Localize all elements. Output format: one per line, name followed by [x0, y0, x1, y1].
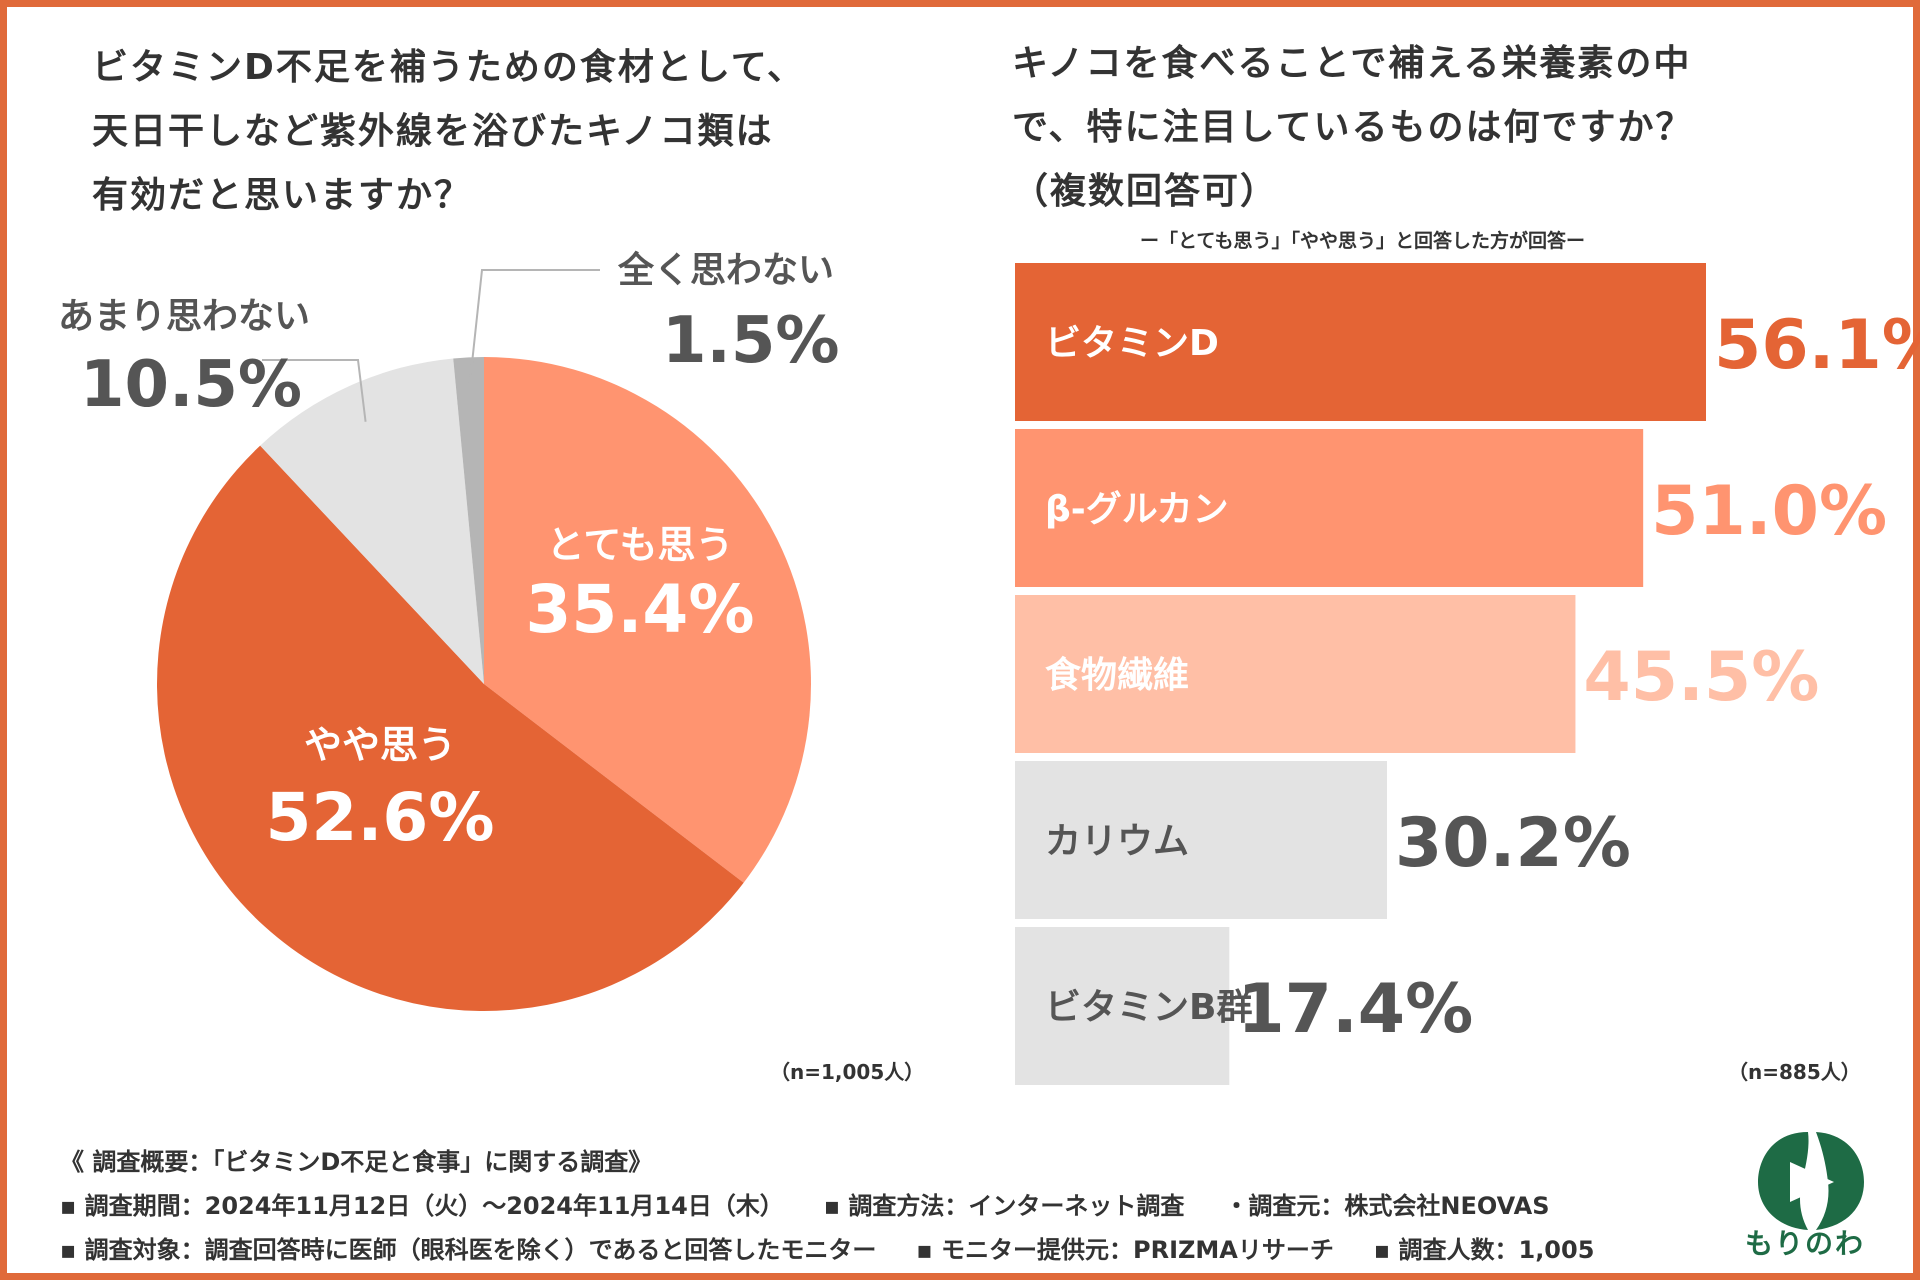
- bar-vitamin-b: [1015, 927, 1230, 1085]
- survey-source: ・調査元：株式会社NEOVAS: [1224, 1192, 1550, 1220]
- bar-chart-title: キノコを食べることで補える栄養素の中 で、特に注目しているものは何ですか？ （複…: [1012, 32, 1693, 224]
- survey-count: ▪ 調査人数：1,005: [1373, 1236, 1595, 1264]
- pie-title-line-2: 天日干しなど紫外線を浴びたキノコ類は: [92, 111, 774, 152]
- survey-period: ▪ 調査期間：2024年11月12日（火）～2024年11月14日（木）: [60, 1192, 784, 1220]
- bar-vitamin-b-value: 17.4%: [1237, 970, 1473, 1049]
- pie-slice-totemo: [484, 357, 812, 883]
- bar-vitamin-d-value: 56.1%: [1714, 306, 1920, 385]
- pie-slice-totemo-value: 35.4%: [526, 571, 755, 648]
- survey-row-2: ▪ 調査対象：調査回答時に医師（眼科医を除く）であると回答したモニター ▪ モニタ…: [60, 1228, 1594, 1272]
- bar-potassium-category: カリウム: [1045, 821, 1189, 862]
- bar-vitamin-b-category: ビタミンB群: [1045, 987, 1252, 1028]
- bar-title-line-1: キノコを食べることで補える栄養素の中: [1012, 43, 1692, 84]
- pie-slice-amari-label: あまり思わない: [58, 296, 310, 337]
- survey-target: ▪ 調査対象：調査回答時に医師（眼科医を除く）であると回答したモニター: [60, 1236, 877, 1264]
- pie-title-line-1: ビタミンD不足を補うための食材として、: [92, 47, 806, 88]
- pie-sample-size: （n=1,005人）: [770, 1060, 925, 1084]
- survey-method: ▪ 調査方法：インターネット調査: [823, 1192, 1185, 1220]
- pie-slice-yaya-label: やや思う: [304, 723, 456, 767]
- bar-potassium-value: 30.2%: [1395, 804, 1631, 883]
- bar-chart: ビタミンD 56.1% β-グルカン 51.0% 食物繊維 45.5% カリウム 30.2% ビ…: [1015, 263, 1920, 1085]
- bar-title-line-2: で、特に注目しているものは何ですか？: [1012, 107, 1694, 148]
- bar-dietary-fiber: [1015, 595, 1576, 753]
- bar-chart-subnote: ー「とても思う」「やや思う」と回答した方が回答ー: [1140, 230, 1585, 252]
- bar-vitamin-d: [1015, 263, 1706, 421]
- pie-slice-mattaku-value: 1.5%: [662, 304, 840, 378]
- bar-dietary-fiber-value: 45.5%: [1583, 638, 1819, 717]
- pie-title-line-3: 有効だと思いますか？: [92, 175, 473, 216]
- bar-title-line-3: （複数回答可）: [1012, 171, 1279, 212]
- pie-slice-yaya: [157, 445, 744, 1011]
- survey-row-1: ▪ 調査期間：2024年11月12日（火）～2024年11月14日（木） ▪ 調査…: [60, 1184, 1594, 1228]
- pie-slice-mattaku-label: 全く思わない: [617, 249, 834, 291]
- pie-slice-totemo-label: とても思う: [547, 523, 734, 567]
- pie-slice-amari: [260, 358, 484, 684]
- survey-summary: 《 調査概要：「ビタミンD不足と食事」に関する調査》 ▪ 調査期間：2024年1…: [60, 1140, 1594, 1272]
- pie-slice-yaya-value: 52.6%: [266, 779, 495, 856]
- bar-potassium: [1015, 761, 1387, 919]
- bar-sample-size: （n=885人）: [1728, 1060, 1861, 1084]
- pie-leader-amari: [262, 359, 367, 422]
- pie-leader-mattaku: [468, 269, 600, 384]
- bar-beta-glucan-value: 51.0%: [1651, 472, 1887, 551]
- moriwa-logo-icon: [1758, 1132, 1864, 1230]
- pie-slice-mattaku: [453, 357, 484, 684]
- bar-beta-glucan: [1015, 429, 1644, 587]
- logo-wordmark: もりのわ: [1745, 1227, 1866, 1260]
- bar-beta-glucan-category: β-グルカン: [1045, 489, 1229, 530]
- bar-dietary-fiber-category: 食物繊維: [1045, 655, 1189, 696]
- pie-slice-amari-value: 10.5%: [80, 348, 302, 422]
- survey-provider: ▪ モニター提供元：PRIZMAリサーチ: [916, 1236, 1334, 1264]
- bar-vitamin-d-category: ビタミンD: [1045, 323, 1219, 364]
- survey-heading: 《 調査概要：「ビタミンD不足と食事」に関する調査》: [60, 1148, 653, 1176]
- pie-chart-title: ビタミンD不足を補うための食材として、 天日干しなど紫外線を浴びたキノコ類は 有…: [92, 36, 805, 228]
